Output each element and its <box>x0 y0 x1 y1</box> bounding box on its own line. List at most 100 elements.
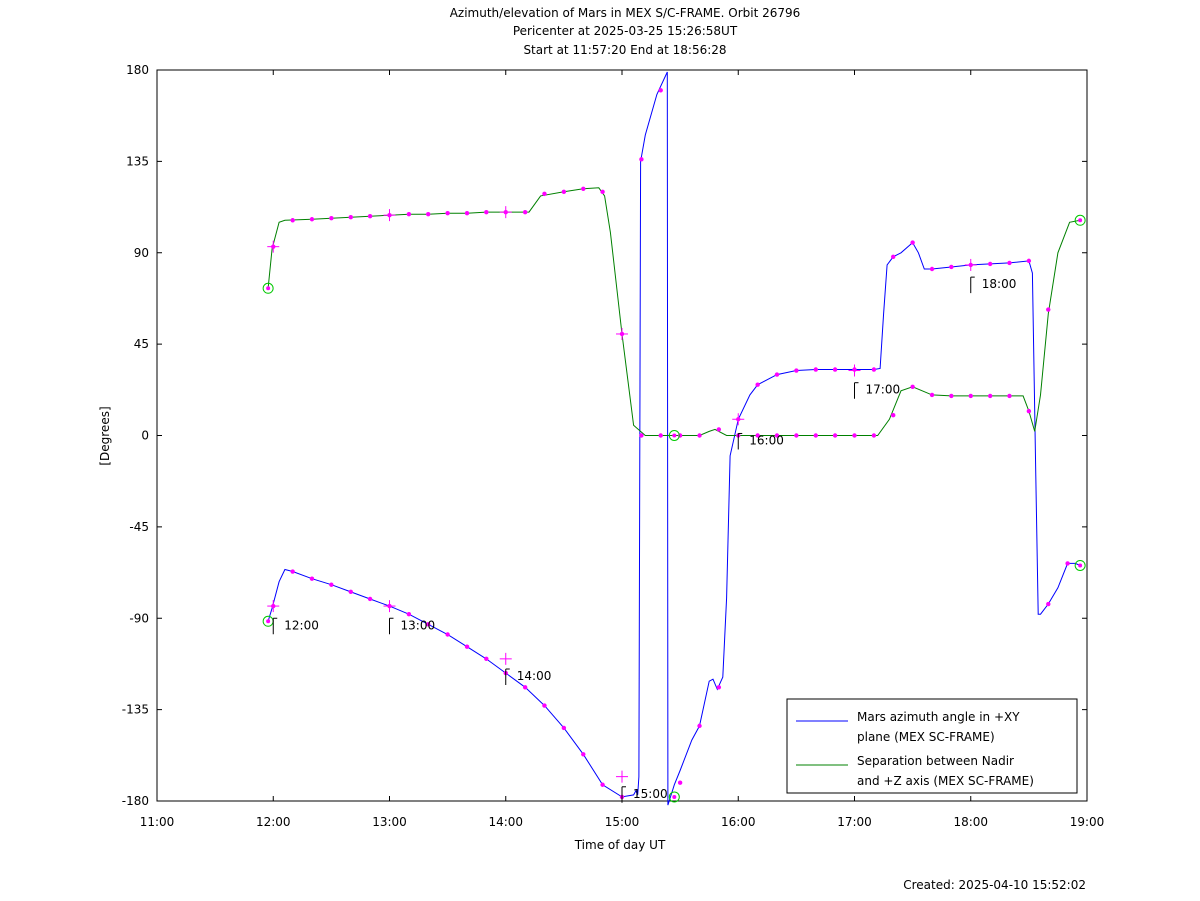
hour-annotation-label: 16:00 <box>749 433 784 447</box>
sample-point <box>561 725 567 731</box>
separation-series-line <box>267 187 1081 436</box>
sample-point <box>832 367 838 372</box>
sample-point <box>426 211 431 217</box>
sample-point <box>1046 307 1051 312</box>
sample-point <box>639 433 644 438</box>
sample-point <box>484 209 489 215</box>
title-line-2: Pericenter at 2025-03-25 15:26:58UT <box>513 24 738 38</box>
sample-point <box>309 217 315 222</box>
sample-point <box>949 393 954 399</box>
title-line-1: Azimuth/elevation of Mars in MEX S/C-FRA… <box>450 6 801 20</box>
sample-point <box>716 685 722 690</box>
sample-point <box>348 215 353 220</box>
y-tick-label: 135 <box>126 154 149 168</box>
sample-point <box>1065 561 1070 566</box>
sample-point <box>987 261 993 267</box>
sample-point <box>406 611 412 617</box>
hour-annotation-label: 18:00 <box>982 277 1017 291</box>
sample-point <box>484 656 489 662</box>
y-tick-label: -180 <box>122 794 149 808</box>
hour-annotation-label: 17:00 <box>866 383 901 397</box>
x-tick-label: 19:00 <box>1070 815 1105 829</box>
sample-point <box>697 723 702 729</box>
sample-point <box>891 412 896 418</box>
sample-point <box>367 214 373 219</box>
sample-point <box>426 622 431 627</box>
sample-point <box>445 210 450 216</box>
marker-layer <box>262 88 1086 803</box>
sample-point <box>600 189 605 195</box>
footer-created: Created: 2025-04-10 15:52:02 <box>903 878 1086 892</box>
hour-annotation-label: 13:00 <box>401 618 436 632</box>
legend-label-separation-2: and +Z axis (MEX SC-FRAME) <box>857 774 1034 788</box>
annotation-layer: 12:00 13:00 14:00 15:00 16:00 17:00 18:00 <box>272 276 1017 803</box>
sample-point <box>871 367 877 372</box>
sample-point <box>1046 601 1051 607</box>
y-tick-label: -90 <box>129 611 149 625</box>
chart-title: Azimuth/elevation of Mars in MEX S/C-FRA… <box>450 6 801 57</box>
sample-point <box>581 752 586 757</box>
title-line-3: Start at 11:57:20 End at 18:56:28 <box>523 43 726 57</box>
x-tick-label: 14:00 <box>488 815 523 829</box>
sample-point <box>774 433 780 438</box>
sample-point <box>755 433 760 438</box>
tick-layer: 11:00 12:00 13:00 14:00 15:00 16:00 17:00 18:00… <box>122 63 1105 829</box>
sample-point <box>852 433 857 438</box>
sample-point <box>891 254 896 260</box>
start-end-point <box>672 433 677 438</box>
y-tick-label: 0 <box>141 429 149 443</box>
sample-point <box>658 88 663 93</box>
sample-point <box>677 780 683 785</box>
sample-point <box>716 427 722 432</box>
sample-point <box>367 596 373 602</box>
sample-point <box>774 372 780 377</box>
start-end-point <box>1078 218 1083 223</box>
start-end-point <box>266 619 271 624</box>
legend: Mars azimuth angle in +XY plane (MEX SC-… <box>786 698 1078 794</box>
x-tick-label: 13:00 <box>372 815 407 829</box>
sample-point <box>464 210 470 216</box>
x-tick-label: 12:00 <box>256 815 291 829</box>
sample-point <box>639 157 644 162</box>
sample-point <box>581 186 586 191</box>
sample-point <box>522 685 528 690</box>
sample-point <box>910 384 915 389</box>
sample-point <box>832 433 838 438</box>
sample-point <box>871 433 877 438</box>
start-end-marker <box>1074 559 1086 571</box>
sample-point <box>406 211 412 217</box>
y-tick-label: -45 <box>129 520 149 534</box>
sample-point <box>697 433 702 438</box>
y-tick-label: 180 <box>126 63 149 77</box>
sample-point <box>542 703 547 708</box>
hour-annotation-label: 14:00 <box>517 669 552 683</box>
sample-point <box>329 582 334 587</box>
x-tick-label: 15:00 <box>605 815 640 829</box>
sample-point <box>794 368 799 373</box>
y-tick-label: 45 <box>134 337 149 351</box>
sample-point <box>290 569 295 574</box>
sample-point <box>755 382 760 387</box>
x-tick-label: 16:00 <box>721 815 756 829</box>
y-axis-label: [Degrees] <box>98 406 112 465</box>
hour-annotation-label: 15:00 <box>633 787 668 801</box>
sample-point <box>1026 408 1032 414</box>
sample-point <box>464 644 470 649</box>
legend-label-separation-1: Separation between Nadir <box>857 754 1014 768</box>
x-tick-label: 18:00 <box>953 815 988 829</box>
sample-point <box>1007 260 1012 266</box>
sample-point <box>348 589 353 595</box>
hour-annotation-label: 12:00 <box>284 618 319 632</box>
sample-point <box>949 264 954 270</box>
sample-point <box>794 433 799 438</box>
sample-point <box>813 433 818 438</box>
start-end-marker <box>668 430 680 441</box>
sample-point <box>968 393 973 399</box>
legend-label-azimuth-2: plane (MEX SC-FRAME) <box>857 730 995 744</box>
x-axis-label: Time of day UT <box>574 838 666 852</box>
start-end-marker <box>262 282 274 294</box>
sample-point <box>1026 258 1032 264</box>
start-end-marker <box>1074 214 1086 226</box>
sample-point <box>445 632 450 637</box>
